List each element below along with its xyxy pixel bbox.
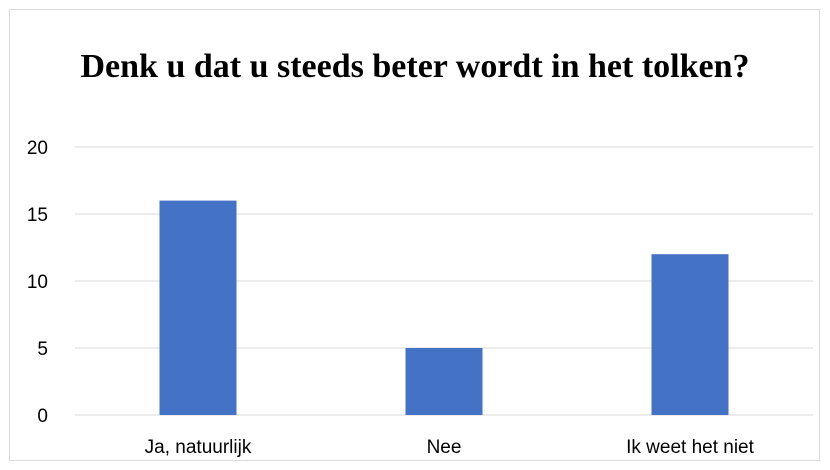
x-tick-label: Nee — [427, 437, 462, 458]
x-tick-label: Ja, natuurlijk — [145, 437, 252, 458]
bar-1 — [159, 200, 237, 415]
x-tick-label: Ik weet het niet — [626, 437, 755, 458]
y-tick-label: 10 — [27, 272, 48, 293]
y-tick-label: 5 — [37, 339, 48, 360]
bars — [159, 200, 729, 415]
chart-title: Denk u dat u steeds beter wordt in het t… — [80, 48, 750, 85]
y-tick-label: 0 — [37, 406, 48, 427]
y-tick-label: 15 — [27, 205, 48, 226]
x-axis-tick-labels: Ja, natuurlijk Nee Ik weet het niet — [145, 437, 755, 458]
bar-2 — [405, 348, 483, 415]
bar-3 — [651, 254, 729, 415]
y-axis-tick-labels: 0 5 10 15 20 — [27, 138, 48, 427]
y-tick-label: 20 — [27, 138, 48, 159]
